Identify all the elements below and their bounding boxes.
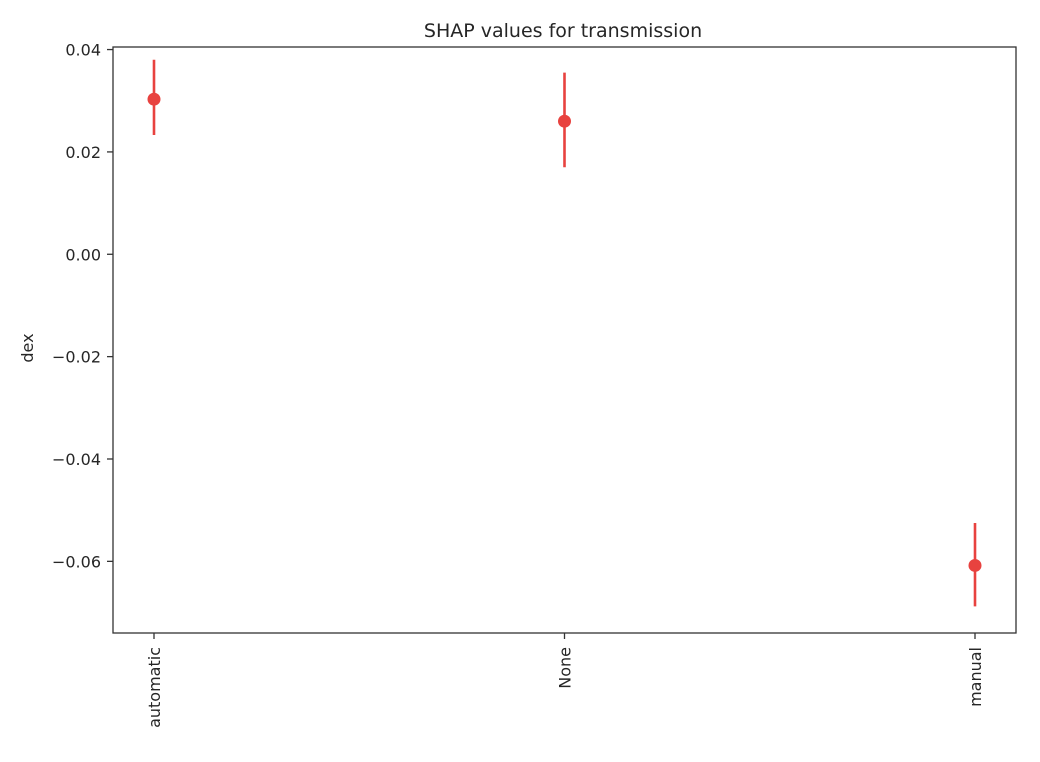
- y-tick-label: 0.00: [65, 245, 101, 264]
- data-marks: [147, 59, 982, 607]
- y-tick-label: −0.02: [52, 348, 101, 367]
- x-tick-label: None: [556, 647, 575, 689]
- data-point: [558, 114, 571, 128]
- data-point: [968, 558, 982, 572]
- y-axis-label: dex: [18, 333, 37, 362]
- y-tick-label: 0.04: [65, 41, 101, 60]
- x-tick-label: automatic: [145, 647, 164, 728]
- y-tick-label: −0.04: [52, 450, 101, 469]
- chart-title: SHAP values for transmission: [424, 20, 702, 42]
- y-tick-label: 0.02: [65, 143, 101, 162]
- y-tick-label: −0.06: [52, 552, 101, 571]
- data-point: [147, 92, 161, 106]
- x-axis-ticks: automatic None manual: [145, 633, 985, 728]
- y-axis-ticks: 0.04 0.02 0.00 −0.02 −0.04 −0.06: [52, 41, 113, 571]
- x-tick-label: manual: [966, 647, 985, 707]
